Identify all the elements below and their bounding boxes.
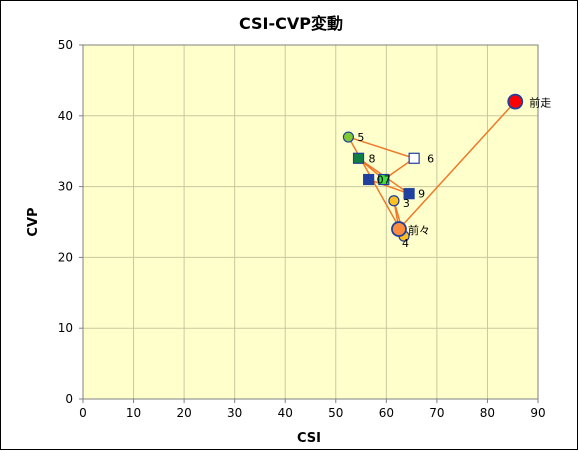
y-tick-label: 0 [65,392,73,406]
point-marker-3 [388,195,400,207]
x-tick-label: 10 [126,406,141,420]
point-marker-6 [408,152,420,164]
grid-lines [83,45,538,399]
point-marker-8 [352,152,365,164]
y-tick-label: 10 [58,321,73,335]
trend-segment [398,101,516,230]
x-tick-label: 30 [227,406,242,420]
chart-title: CSI-CVP変動 [239,14,343,33]
point-label: 5 [357,131,364,144]
x-tick-label: 90 [530,406,545,420]
point-label: 前々 [408,223,430,237]
x-tick-label: 70 [429,406,444,420]
point-label: 6 [427,152,434,165]
trend-segment [368,178,410,195]
x-tick-label: 20 [176,406,191,420]
y-axis-title: CVP [26,207,41,236]
point-marker-0 [363,173,375,186]
x-tick-label: 0 [79,406,87,420]
point-label: 7 [384,174,391,187]
trend-segment [348,136,415,159]
x-axis-title: CSI [297,431,321,446]
point-marker-9 [403,188,415,200]
y-tick-label: 40 [58,109,73,123]
point-label: 9 [418,188,425,201]
point-marker-zenzen [391,221,407,237]
y-tick-label: 50 [58,38,73,52]
x-tick-label: 40 [278,406,293,420]
point-marker-5 [342,131,355,143]
plot-area [83,45,538,399]
point-marker-7 [378,173,390,186]
point-label: 4 [402,237,409,250]
point-label: 8 [369,152,376,165]
point-marker-zensou [507,93,524,110]
plot-border [82,44,539,400]
x-tick-label: 60 [379,406,394,420]
x-tick-label: 80 [480,406,495,420]
y-tick-label: 20 [58,250,73,264]
y-tick-label: 30 [58,180,73,194]
point-label: 3 [403,197,410,210]
x-tick-label: 50 [328,406,343,420]
point-label: 前走 [529,96,551,110]
data-markers [342,93,524,242]
point-label: 0 [377,174,384,187]
